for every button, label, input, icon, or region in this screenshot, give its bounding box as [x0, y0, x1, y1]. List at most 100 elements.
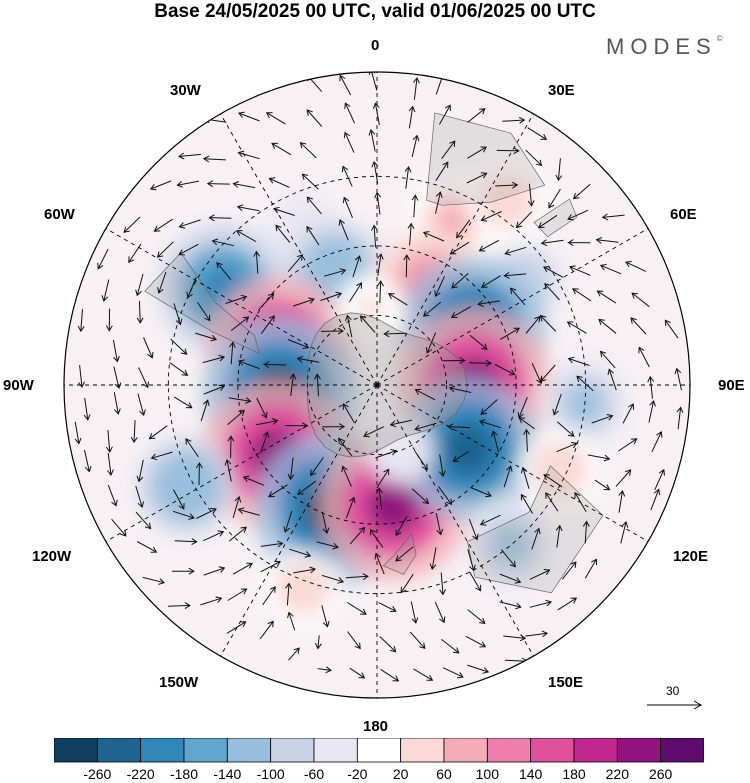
- wind-vector: [78, 365, 85, 388]
- wind-vector: [556, 442, 578, 453]
- wind-vector: [469, 334, 488, 350]
- wind-vector: [383, 330, 407, 338]
- wind-vector: [555, 524, 563, 548]
- wind-vector: [235, 230, 257, 243]
- colorbar-tick-label: 100: [475, 766, 500, 782]
- wind-vector: [502, 116, 526, 124]
- wind-vector: [321, 605, 330, 628]
- wind-vector: [113, 366, 122, 390]
- wind-vector: [123, 216, 141, 233]
- wind-vector: [371, 224, 378, 248]
- wind-vector: [227, 588, 248, 601]
- wind-vector: [422, 301, 442, 317]
- wind-vector: [344, 314, 353, 338]
- wind-vector: [84, 449, 92, 473]
- wind-vector: [107, 453, 114, 476]
- wind-vector: [208, 214, 232, 222]
- wind-vector: [74, 421, 82, 445]
- wind-vector: [527, 127, 548, 140]
- anomaly-core: [289, 573, 318, 602]
- reference-vector-label: 30: [666, 684, 680, 698]
- wind-vector: [156, 241, 174, 258]
- wind-vector: [228, 526, 247, 542]
- wind-vector: [442, 667, 464, 679]
- modes-logo: MODES©: [606, 34, 723, 60]
- wind-vector: [438, 486, 453, 506]
- wind-vector: [504, 246, 527, 256]
- wind-vector: [650, 488, 661, 511]
- south-america-land: [144, 252, 260, 355]
- wind-vector: [674, 367, 682, 391]
- wind-vector: [230, 316, 250, 331]
- wind-vector: [77, 309, 85, 333]
- wind-vector: [376, 253, 384, 276]
- wind-vector: [237, 507, 260, 516]
- wind-vector: [153, 218, 174, 232]
- lon-label-30e: 30E: [548, 82, 575, 99]
- wind-vector: [272, 206, 295, 216]
- wind-vector: [442, 357, 466, 364]
- wind-vector: [226, 621, 247, 634]
- wind-vector: [664, 319, 679, 339]
- lon-label-90w: 90W: [3, 377, 34, 394]
- wind-vector: [112, 339, 120, 363]
- wind-vector: [477, 300, 500, 307]
- wind-vector: [539, 314, 557, 332]
- wind-vector: [548, 188, 561, 209]
- wind-vector: [186, 277, 197, 299]
- wind-vector: [289, 373, 297, 396]
- wind-vector: [341, 465, 352, 487]
- colorbar-segment: [183, 738, 228, 763]
- wind-vector: [339, 74, 352, 96]
- colorbar-segment: [616, 738, 662, 763]
- wind-vector: [316, 541, 339, 550]
- wind-vector: [374, 552, 385, 575]
- wind-vector: [491, 430, 500, 453]
- anomaly-core: [366, 478, 422, 533]
- wind-vector: [287, 611, 296, 631]
- wind-vector: [429, 547, 437, 570]
- wind-vector: [630, 317, 647, 335]
- wind-vector: [174, 538, 198, 546]
- wind-vector: [306, 225, 320, 246]
- wind-vector: [441, 639, 460, 654]
- wind-vector: [347, 602, 367, 615]
- lon-label-180: 180: [363, 718, 389, 735]
- wind-vector: [518, 417, 535, 430]
- wind-vector: [170, 338, 188, 355]
- wind-vector: [494, 364, 516, 376]
- wind-vector: [539, 364, 556, 383]
- wind-vector: [136, 459, 144, 483]
- colorbar-segment: [573, 738, 618, 763]
- wind-vector: [618, 438, 638, 452]
- wind-vector: [265, 112, 286, 125]
- wind-vector: [638, 346, 650, 368]
- wind-vector: [647, 375, 655, 399]
- wind-vector: [200, 596, 223, 606]
- wind-vector: [538, 214, 558, 229]
- wind-vector: [369, 528, 384, 548]
- wind-vector: [376, 468, 390, 489]
- wind-vector: [380, 668, 400, 682]
- wind-vector: [206, 180, 230, 188]
- wind-vector: [545, 492, 559, 512]
- wind-vector: [403, 254, 411, 278]
- colorbar-segment: [443, 738, 488, 763]
- wind-vector: [299, 142, 317, 159]
- wind-vector: [441, 140, 456, 159]
- wind-vector: [289, 548, 312, 558]
- wind-vector: [404, 166, 412, 189]
- wind-vector: [306, 196, 322, 215]
- wind-vector: [651, 431, 663, 453]
- wind-vector: [142, 576, 166, 585]
- wind-vector: [468, 359, 492, 367]
- wind-vector: [178, 219, 201, 229]
- wind-vector: [135, 485, 145, 509]
- anomaly-core: [442, 423, 494, 475]
- anomaly-core: [388, 437, 414, 464]
- wind-vector: [232, 181, 256, 189]
- wind-vector: [447, 423, 471, 431]
- wind-vector: [314, 635, 322, 650]
- wind-vector: [225, 294, 248, 304]
- wind-vector: [478, 239, 500, 252]
